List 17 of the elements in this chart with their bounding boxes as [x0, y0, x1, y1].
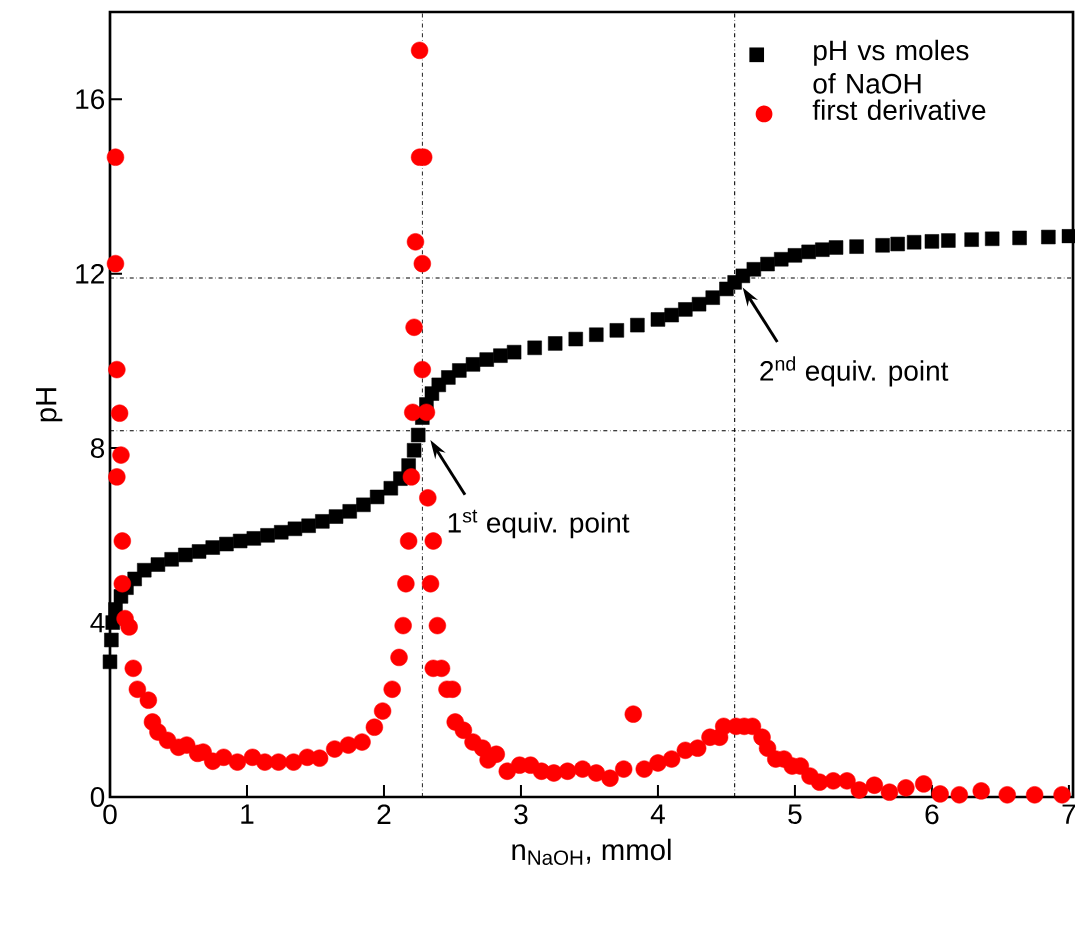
y-tick-label: 4: [90, 612, 105, 633]
x-tick-label: 6: [925, 804, 939, 825]
y-tick-label: 0: [90, 787, 105, 807]
y-tick-label: 16: [76, 89, 105, 110]
legend-label: first derivative: [812, 99, 986, 121]
x-axis-title: n$_{NaOH}$, mmol: [512, 838, 671, 865]
y-tick-label: 8: [90, 438, 105, 459]
x-tick-label: 4: [650, 804, 665, 824]
x-tick-label: 5: [788, 804, 802, 824]
annotation: 1$^{st}$ equiv. point: [448, 509, 630, 539]
x-tick-label: 2: [377, 804, 391, 824]
x-tick-label: 7: [1062, 804, 1075, 824]
x-tick-label: 1: [241, 804, 254, 824]
annotation: 2$^{nd}$ equiv. point: [760, 356, 949, 387]
y-axis-title: pH: [36, 388, 63, 422]
x-tick-label: 3: [514, 804, 528, 825]
y-tick-label: 12: [76, 263, 104, 284]
